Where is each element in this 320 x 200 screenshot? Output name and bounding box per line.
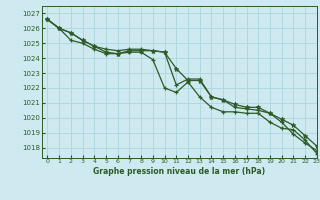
X-axis label: Graphe pression niveau de la mer (hPa): Graphe pression niveau de la mer (hPa) <box>93 167 265 176</box>
